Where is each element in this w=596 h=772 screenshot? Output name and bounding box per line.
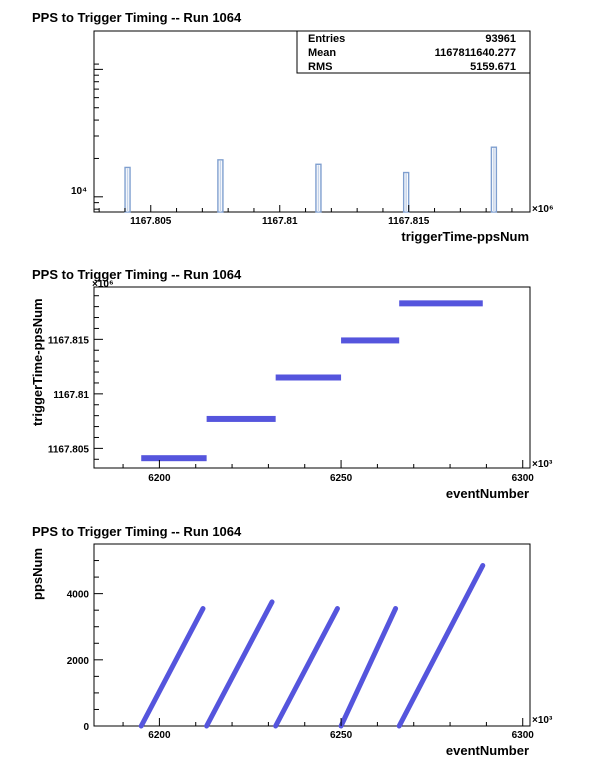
stats-mean-label: Mean	[308, 47, 336, 59]
scatter-time-point-band	[275, 374, 342, 381]
scatter-pps-x-axis-label: eventNumber	[446, 743, 529, 758]
stats-mean-value: 1167811640.277	[435, 47, 516, 59]
scatter-pps-point-band	[396, 563, 486, 729]
scatter-pps-y-tick-label: 2000	[67, 656, 90, 667]
histogram-x-multiplier: ×10⁶	[532, 204, 554, 215]
histogram-y-ticks	[94, 63, 103, 210]
scatter-time-frame	[93, 286, 531, 469]
scatter-time-y-axis-label: triggerTime-ppsNum	[30, 298, 45, 426]
stats-rms-label: RMS	[308, 61, 332, 73]
histogram-x-tick-label: 1167.805	[130, 216, 172, 227]
scatter-pps-x-tick-label: 6300	[512, 730, 535, 741]
scatter-time-y-tick-label: 1167.805	[48, 444, 90, 455]
scatter-time-y-multiplier: ×10⁶	[92, 279, 114, 290]
histogram-x-tick-label: 1167.81	[262, 216, 298, 227]
scatter-pps-y-ticks: 0 2000 4000	[67, 560, 103, 733]
scatter-pps-x-multiplier: ×10³	[532, 715, 553, 726]
scatter-time-point-band	[341, 337, 400, 344]
scatter-time-point-band	[141, 455, 207, 462]
stats-box: Entries 93961 Mean 1167811640.277 RMS 51…	[296, 30, 531, 74]
scatter-time-x-tick-label: 6200	[148, 473, 171, 484]
scatter-time-x-ticks: 6200 6250 6300	[122, 460, 535, 484]
histogram-bars	[124, 146, 498, 213]
scatter-time-panel: PPS to Trigger Timing -- Run 1064 6200 62…	[30, 267, 553, 501]
scatter-time-marks	[141, 300, 483, 462]
scatter-pps-point-band	[138, 606, 206, 729]
scatter-pps-x-tick-label: 6250	[330, 730, 353, 741]
histogram-ytick-label: 10⁴	[71, 186, 87, 197]
histogram-panel: PPS to Trigger Timing -- Run 1064 1167.8…	[32, 10, 554, 244]
stats-entries-label: Entries	[308, 33, 345, 45]
scatter-time-y-tick-label: 1167.81	[53, 390, 89, 401]
stats-entries-value: 93961	[485, 33, 516, 45]
scatter-pps-x-tick-label: 6200	[148, 730, 171, 741]
scatter-pps-marks	[138, 563, 486, 729]
scatter-pps-frame	[93, 543, 531, 727]
scatter-pps-y-tick-label: 4000	[67, 590, 90, 601]
scatter-pps-y-tick-label: 0	[83, 722, 89, 733]
stats-box-frame	[296, 30, 531, 74]
scatter-time-title: PPS to Trigger Timing -- Run 1064	[32, 267, 242, 282]
scatter-time-point-band	[399, 300, 483, 307]
histogram-x-tick-label: 1167.815	[388, 216, 430, 227]
scatter-time-x-tick-label: 6250	[330, 473, 353, 484]
scatter-pps-point-band	[204, 599, 275, 729]
histogram-x-ticks: 1167.805 1167.81 1167.815	[98, 205, 513, 227]
scatter-pps-point-band	[338, 606, 399, 729]
scatter-time-x-tick-label: 6300	[512, 473, 535, 484]
histogram-x-axis-label: triggerTime-ppsNum	[401, 229, 529, 244]
scatter-pps-panel: PPS to Trigger Timing -- Run 1064 6200 62…	[30, 524, 553, 758]
scatter-time-y-tick-label: 1167.815	[48, 335, 90, 346]
scatter-time-point-band	[206, 415, 276, 422]
scatter-pps-title: PPS to Trigger Timing -- Run 1064	[32, 524, 242, 539]
scatter-time-x-multiplier: ×10³	[532, 459, 553, 470]
stats-rms-value: 5159.671	[470, 61, 516, 73]
scatter-time-y-ticks: 1167.805 1167.81 1167.815	[48, 295, 103, 460]
scatter-pps-point-band	[273, 606, 340, 729]
histogram-title: PPS to Trigger Timing -- Run 1064	[32, 10, 242, 25]
scatter-pps-x-ticks: 6200 6250 6300	[122, 718, 535, 741]
scatter-pps-y-axis-label: ppsNum	[30, 548, 45, 600]
scatter-time-x-axis-label: eventNumber	[446, 486, 529, 501]
